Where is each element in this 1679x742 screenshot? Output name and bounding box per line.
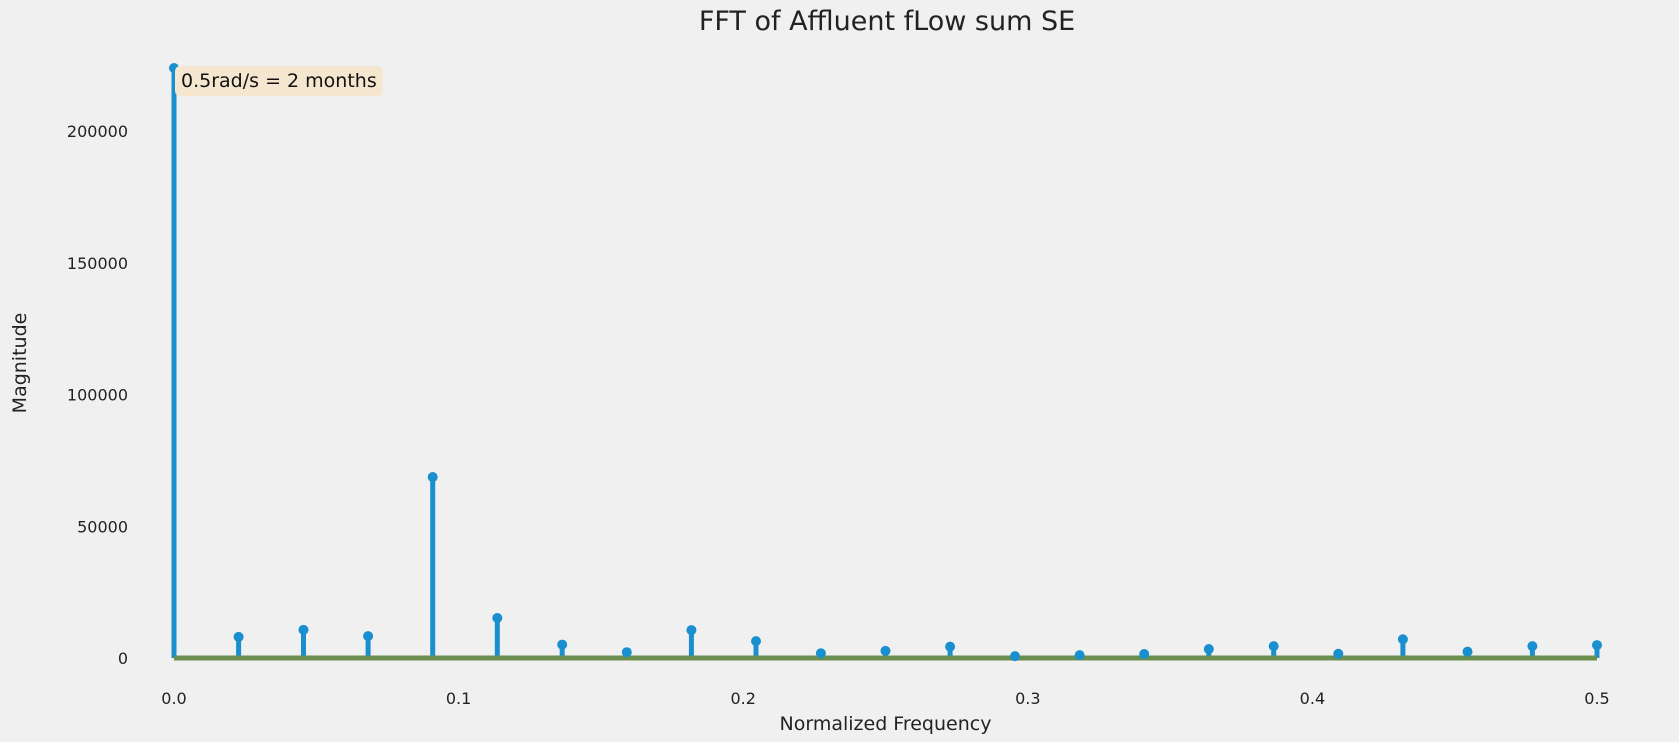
x-tick-label: 0.1 — [446, 689, 471, 708]
x-axis-label: Normalized Frequency — [780, 713, 992, 735]
stem-marker — [945, 641, 956, 652]
markers-layer — [169, 63, 1602, 662]
stem-marker — [492, 612, 503, 623]
y-axis-label: Magnitude — [9, 313, 31, 414]
x-tick-label: 0.5 — [1584, 689, 1609, 708]
annotation-text: 0.5rad/s = 2 months — [181, 70, 377, 92]
stem-marker — [427, 472, 438, 483]
y-tick-labels: 0 50000 100000 150000 200000 — [67, 122, 128, 668]
stem-marker — [880, 645, 891, 656]
chart-title: FFT of Affluent fLow sum SE — [698, 6, 1076, 37]
stem-marker — [1074, 650, 1085, 661]
y-tick-label: 200000 — [67, 122, 128, 141]
annotation: 0.5rad/s = 2 months — [175, 66, 383, 96]
x-tick-label: 0.2 — [730, 689, 755, 708]
stem-marker — [1333, 648, 1344, 659]
stem-marker — [363, 631, 374, 642]
x-tick-label: 0.3 — [1015, 689, 1040, 708]
x-tick-label: 0.0 — [161, 689, 186, 708]
stem-marker — [298, 624, 309, 635]
stem-marker — [233, 631, 244, 642]
y-tick-label: 0 — [118, 649, 128, 668]
stem-marker — [686, 625, 697, 636]
stem-marker — [1527, 641, 1538, 652]
stem-marker — [1009, 651, 1020, 662]
stem-marker — [1397, 634, 1408, 645]
x-tick-label: 0.4 — [1300, 689, 1325, 708]
y-tick-label: 50000 — [77, 517, 128, 536]
stem-marker — [1139, 649, 1150, 660]
stem-marker — [557, 639, 568, 650]
stem-marker — [815, 648, 826, 659]
x-tick-labels: 0.0 0.1 0.2 0.3 0.4 0.5 — [161, 689, 1609, 708]
y-tick-label: 100000 — [67, 386, 128, 405]
stems-layer — [171, 68, 1600, 658]
stem-marker — [1268, 641, 1279, 652]
stem-marker — [1203, 644, 1214, 655]
stem-marker — [751, 636, 762, 647]
stem-marker — [1462, 646, 1473, 657]
annotation-box — [175, 66, 383, 96]
y-tick-label: 150000 — [67, 254, 128, 273]
stem-marker — [1592, 640, 1602, 651]
stem-marker — [621, 647, 632, 658]
